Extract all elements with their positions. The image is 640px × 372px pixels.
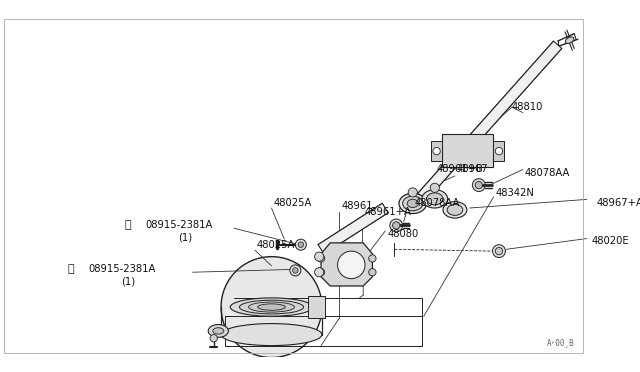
Ellipse shape [426, 193, 443, 205]
Text: 48080: 48080 [387, 229, 419, 239]
Polygon shape [321, 243, 372, 286]
Text: 48342N: 48342N [495, 188, 534, 198]
Polygon shape [431, 141, 442, 161]
Circle shape [493, 245, 506, 257]
Circle shape [369, 255, 376, 262]
Circle shape [290, 265, 301, 276]
Text: 48961+B: 48961+B [436, 164, 483, 174]
Ellipse shape [422, 190, 447, 208]
Text: 08915-2381A: 08915-2381A [88, 263, 156, 273]
Circle shape [292, 267, 298, 273]
Circle shape [315, 267, 324, 277]
Text: Ⓢ: Ⓢ [67, 263, 74, 273]
Circle shape [495, 147, 502, 155]
Text: 48078AA: 48078AA [525, 168, 570, 178]
Text: 48967+A: 48967+A [596, 198, 640, 208]
Ellipse shape [230, 298, 313, 316]
Ellipse shape [565, 37, 574, 44]
Text: 48810: 48810 [512, 102, 543, 112]
Polygon shape [308, 296, 324, 318]
Ellipse shape [221, 324, 322, 346]
Text: 48025A: 48025A [273, 198, 312, 208]
Text: 48961: 48961 [341, 201, 373, 211]
Circle shape [210, 334, 218, 342]
Text: Ⓢ: Ⓢ [124, 219, 131, 230]
Text: (1): (1) [121, 276, 135, 286]
Circle shape [472, 179, 485, 192]
Circle shape [221, 257, 322, 357]
Circle shape [430, 183, 439, 192]
Text: 48961+A: 48961+A [364, 207, 411, 217]
Ellipse shape [447, 204, 463, 215]
Circle shape [433, 147, 440, 155]
Text: 48020E: 48020E [591, 236, 629, 246]
Polygon shape [442, 134, 493, 167]
Polygon shape [418, 41, 562, 201]
Circle shape [392, 222, 400, 229]
Circle shape [475, 182, 483, 189]
Circle shape [369, 269, 376, 276]
Ellipse shape [239, 300, 303, 314]
Circle shape [390, 219, 403, 232]
Ellipse shape [403, 196, 423, 211]
Ellipse shape [248, 302, 294, 312]
Ellipse shape [443, 202, 467, 218]
Circle shape [317, 269, 324, 276]
Ellipse shape [212, 328, 224, 334]
Text: 08915-2381A: 08915-2381A [145, 219, 212, 230]
Ellipse shape [399, 193, 426, 214]
Polygon shape [318, 203, 388, 254]
Polygon shape [493, 141, 504, 161]
Circle shape [295, 239, 307, 250]
Circle shape [408, 188, 417, 197]
Circle shape [315, 252, 324, 261]
Text: 48967: 48967 [457, 164, 488, 174]
Circle shape [317, 255, 324, 262]
Ellipse shape [258, 304, 285, 310]
Ellipse shape [407, 199, 419, 208]
Text: 48025A: 48025A [257, 240, 295, 250]
Ellipse shape [208, 324, 228, 337]
Text: (1): (1) [178, 232, 192, 243]
Text: 48078AA: 48078AA [415, 198, 460, 208]
Text: Aʸ00¸B: Aʸ00¸B [547, 339, 574, 347]
Circle shape [495, 247, 502, 255]
Circle shape [337, 251, 365, 279]
Circle shape [298, 242, 303, 247]
